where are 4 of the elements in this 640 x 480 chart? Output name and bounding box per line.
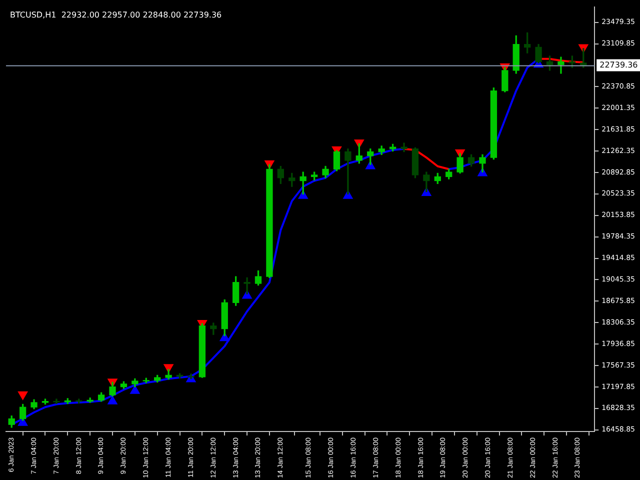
point — [108, 396, 118, 404]
ref-line-label: 22739.36 — [600, 60, 638, 70]
chart-title: BTCUSD,H1 22932.00 22957.00 22848.00 22739.36 — [10, 10, 222, 20]
point — [130, 385, 140, 394]
